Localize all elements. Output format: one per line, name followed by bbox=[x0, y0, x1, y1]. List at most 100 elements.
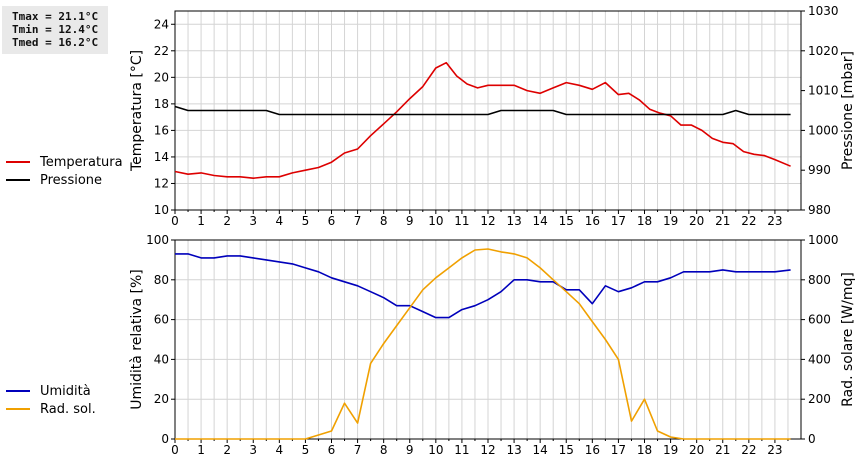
legend-item-umidita: Umidità bbox=[6, 382, 96, 400]
legend-bottom: Umidità Rad. sol. bbox=[6, 382, 96, 418]
y-tick-label: 22 bbox=[154, 44, 169, 58]
x-tick-label: 5 bbox=[302, 443, 310, 457]
x-tick-label: 20 bbox=[689, 214, 704, 228]
y2-axis-title-1: Pressione [mbar] bbox=[840, 51, 856, 170]
x-tick-label: 0 bbox=[171, 443, 179, 457]
x-tick-label: 2 bbox=[223, 443, 231, 457]
y-tick-label: 14 bbox=[154, 150, 169, 164]
x-tick-label: 21 bbox=[715, 214, 730, 228]
legend-item-pressione: Pressione bbox=[6, 171, 123, 189]
legend-swatch-pressione bbox=[6, 179, 30, 181]
x-tick-label: 17 bbox=[611, 443, 626, 457]
x-tick-label: 4 bbox=[276, 214, 284, 228]
legend-item-temperatura: Temperatura bbox=[6, 153, 123, 171]
x-tick-label: 14 bbox=[533, 214, 548, 228]
series-line-rad-sol bbox=[175, 248, 791, 440]
x-tick-label: 3 bbox=[249, 443, 257, 457]
y-tick-label: 40 bbox=[154, 352, 169, 366]
legend-label-temperatura: Temperatura bbox=[40, 154, 123, 170]
x-tick-label: 23 bbox=[767, 214, 782, 228]
x-tick-label: 14 bbox=[533, 443, 548, 457]
y2-tick-label: 1030 bbox=[808, 4, 839, 18]
y2-tick-label: 980 bbox=[808, 203, 831, 217]
x-tick-label: 2 bbox=[223, 214, 231, 228]
y2-axis-title-2: Rad. solare [W/mq] bbox=[840, 272, 856, 407]
y2-tick-label: 600 bbox=[808, 313, 831, 327]
y-tick-label: 20 bbox=[154, 70, 169, 84]
series-line-temperatura bbox=[174, 61, 791, 179]
y-tick-label: 24 bbox=[154, 17, 169, 31]
y2-tick-label: 1010 bbox=[808, 84, 839, 98]
x-tick-label: 20 bbox=[689, 443, 704, 457]
y-tick-label: 0 bbox=[161, 432, 169, 446]
x-tick-label: 9 bbox=[406, 443, 414, 457]
x-tick-label: 5 bbox=[302, 214, 310, 228]
x-tick-label: 23 bbox=[767, 443, 782, 457]
legend-label-pressione: Pressione bbox=[40, 172, 103, 188]
y2-tick-label: 0 bbox=[808, 432, 816, 446]
x-tick-label: 6 bbox=[328, 214, 336, 228]
x-tick-label: 8 bbox=[380, 214, 388, 228]
x-tick-label: 13 bbox=[506, 443, 521, 457]
x-tick-label: 1 bbox=[197, 214, 205, 228]
legend-swatch-rad-sol bbox=[6, 408, 30, 410]
stat-tmed: Tmed = 16.2°C bbox=[12, 36, 99, 49]
y2-tick-label: 1000 bbox=[808, 123, 839, 137]
x-tick-label: 15 bbox=[559, 214, 574, 228]
legend-label-umidita: Umidità bbox=[40, 383, 91, 399]
y2-tick-label: 1000 bbox=[808, 233, 839, 247]
x-tick-label: 18 bbox=[637, 214, 652, 228]
y-tick-label: 20 bbox=[154, 392, 169, 406]
x-tick-label: 19 bbox=[663, 214, 678, 228]
stats-box: Tmax = 21.1°C Tmin = 12.4°C Tmed = 16.2°… bbox=[2, 6, 108, 54]
x-tick-label: 1 bbox=[197, 443, 205, 457]
y-tick-label: 100 bbox=[146, 233, 169, 247]
legend-item-rad-sol: Rad. sol. bbox=[6, 400, 96, 418]
legend-label-rad-sol: Rad. sol. bbox=[40, 401, 96, 417]
y-tick-label: 80 bbox=[154, 273, 169, 287]
x-tick-label: 7 bbox=[354, 443, 362, 457]
y2-tick-label: 200 bbox=[808, 392, 831, 406]
y-tick-label: 60 bbox=[154, 313, 169, 327]
x-tick-label: 16 bbox=[585, 214, 600, 228]
y-tick-label: 16 bbox=[154, 123, 169, 137]
y-axis-title-2: Umidità relativa [%] bbox=[129, 269, 145, 410]
stat-tmax: Tmax = 21.1°C bbox=[12, 10, 99, 23]
x-tick-label: 18 bbox=[637, 443, 652, 457]
x-tick-label: 17 bbox=[611, 214, 626, 228]
x-tick-label: 11 bbox=[454, 214, 469, 228]
x-tick-label: 11 bbox=[454, 443, 469, 457]
x-tick-label: 6 bbox=[328, 443, 336, 457]
x-tick-label: 21 bbox=[715, 443, 730, 457]
x-tick-label: 4 bbox=[276, 443, 284, 457]
y2-tick-label: 990 bbox=[808, 163, 831, 177]
series-line-pressione bbox=[174, 105, 791, 116]
x-tick-label: 9 bbox=[406, 214, 414, 228]
x-tick-label: 15 bbox=[559, 443, 574, 457]
y-tick-label: 18 bbox=[154, 97, 169, 111]
x-tick-label: 7 bbox=[354, 214, 362, 228]
x-tick-label: 19 bbox=[663, 443, 678, 457]
x-tick-label: 16 bbox=[585, 443, 600, 457]
x-tick-label: 10 bbox=[428, 443, 443, 457]
series-line-umidita bbox=[175, 253, 791, 319]
x-tick-label: 8 bbox=[380, 443, 388, 457]
x-tick-label: 22 bbox=[741, 443, 756, 457]
x-tick-label: 3 bbox=[249, 214, 257, 228]
y2-tick-label: 1020 bbox=[808, 44, 839, 58]
legend-top: Temperatura Pressione bbox=[6, 153, 123, 189]
y2-tick-label: 800 bbox=[808, 273, 831, 287]
x-tick-label: 12 bbox=[480, 214, 495, 228]
x-tick-label: 13 bbox=[506, 214, 521, 228]
legend-swatch-temperatura bbox=[6, 161, 30, 163]
y-axis-title-1: Temperatura [°C] bbox=[129, 50, 145, 172]
stat-tmin: Tmin = 12.4°C bbox=[12, 23, 99, 36]
x-tick-label: 22 bbox=[741, 214, 756, 228]
y-tick-label: 12 bbox=[154, 176, 169, 190]
x-tick-label: 0 bbox=[171, 214, 179, 228]
y-tick-label: 10 bbox=[154, 203, 169, 217]
legend-swatch-umidita bbox=[6, 390, 30, 392]
x-tick-label: 12 bbox=[480, 443, 495, 457]
x-tick-label: 10 bbox=[428, 214, 443, 228]
